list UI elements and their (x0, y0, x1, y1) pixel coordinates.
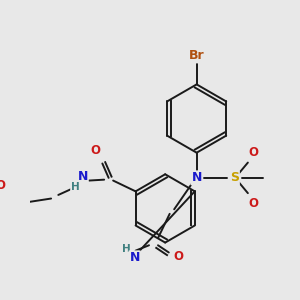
Text: O: O (248, 146, 258, 159)
Text: O: O (90, 144, 100, 158)
Text: N: N (191, 171, 202, 184)
Text: N: N (129, 251, 140, 264)
Text: S: S (230, 171, 239, 184)
Text: O: O (0, 178, 5, 192)
Text: H: H (122, 244, 131, 254)
Text: O: O (174, 250, 184, 263)
Text: Br: Br (189, 49, 205, 62)
Text: H: H (71, 182, 80, 192)
Text: N: N (77, 170, 88, 184)
Text: O: O (248, 196, 258, 209)
